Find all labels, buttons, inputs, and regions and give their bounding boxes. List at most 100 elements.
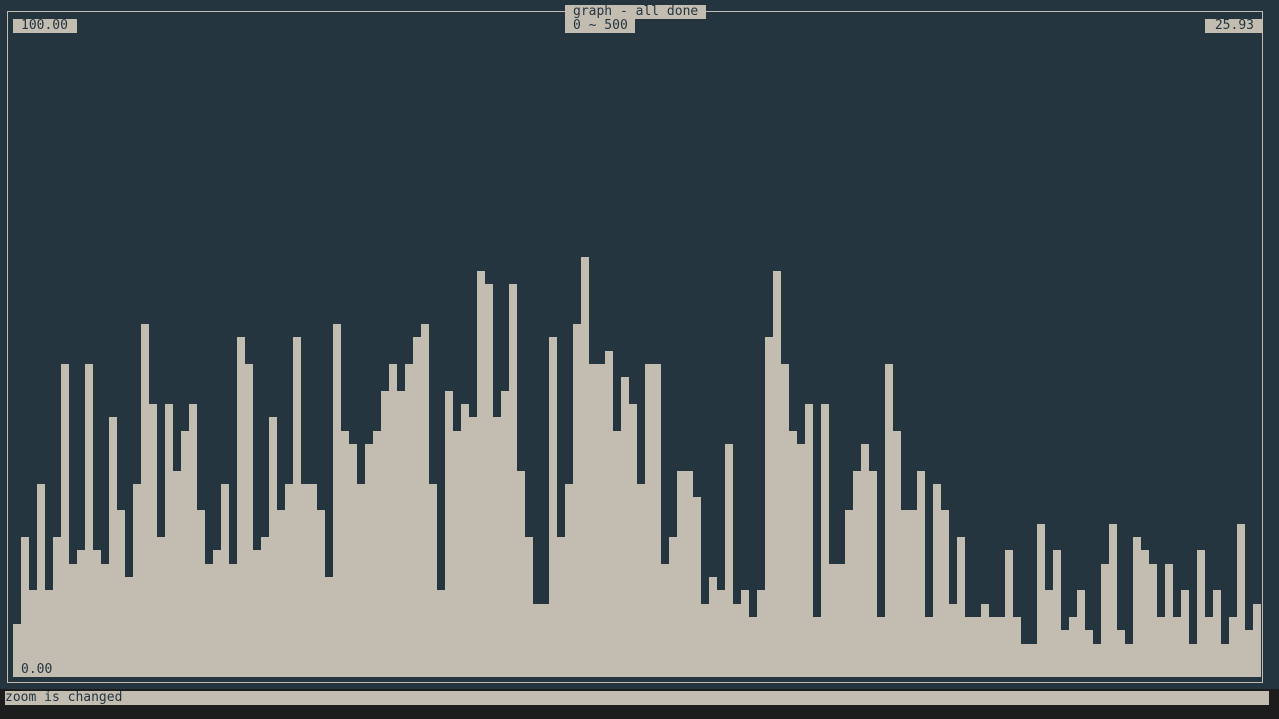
bar <box>381 391 389 677</box>
bar <box>1221 644 1229 677</box>
bar <box>989 617 997 677</box>
bar <box>981 604 989 677</box>
bar <box>677 471 685 677</box>
bar <box>213 550 221 677</box>
bar <box>869 471 877 677</box>
bar <box>829 564 837 677</box>
bar <box>157 537 165 677</box>
bar <box>253 550 261 677</box>
bar <box>485 284 493 677</box>
bar <box>533 604 541 677</box>
bar <box>85 364 93 677</box>
window-title: graph - all done <box>565 5 707 19</box>
bar <box>509 284 517 677</box>
bar <box>1117 630 1125 677</box>
current-value-label: 25.93 <box>1205 19 1262 33</box>
y-max-label: 100.00 <box>13 19 77 33</box>
bar <box>1213 590 1221 677</box>
bar <box>1197 550 1205 677</box>
bar <box>1053 550 1061 677</box>
range-label: 0 ~ 500 <box>565 19 635 33</box>
bar <box>949 604 957 677</box>
bar <box>1013 617 1021 677</box>
bar <box>405 364 413 677</box>
bar <box>1245 630 1253 677</box>
bar <box>1125 644 1133 677</box>
bar <box>1085 630 1093 677</box>
bar <box>709 577 717 677</box>
bar <box>877 617 885 677</box>
bar <box>77 550 85 677</box>
bar <box>941 510 949 677</box>
bar <box>1253 604 1261 677</box>
bar <box>413 337 421 677</box>
bar <box>733 604 741 677</box>
bar <box>181 431 189 677</box>
bar <box>845 510 853 677</box>
bar <box>1037 524 1045 677</box>
bar <box>357 484 365 677</box>
bar <box>45 590 53 677</box>
bar <box>325 577 333 677</box>
bar <box>1069 617 1077 677</box>
bar <box>669 537 677 677</box>
bar <box>293 337 301 677</box>
bar <box>333 324 341 677</box>
bar <box>429 484 437 677</box>
status-bar: zoom is changed <box>5 691 1269 705</box>
bar <box>917 471 925 677</box>
bar <box>1141 550 1149 677</box>
bar <box>549 337 557 677</box>
bar <box>269 417 277 677</box>
bar <box>69 564 77 677</box>
bar <box>1181 590 1189 677</box>
bar <box>813 617 821 677</box>
bar <box>125 577 133 677</box>
bar <box>93 550 101 677</box>
bar <box>557 537 565 677</box>
bar <box>189 404 197 677</box>
bar <box>421 324 429 677</box>
bar <box>965 617 973 677</box>
bar <box>605 351 613 677</box>
bar <box>1205 617 1213 677</box>
bar <box>53 537 61 677</box>
bar <box>613 431 621 677</box>
bar <box>285 484 293 677</box>
bar <box>637 484 645 677</box>
bar <box>541 604 549 677</box>
bar <box>885 364 893 677</box>
bar <box>821 404 829 677</box>
bar <box>1045 590 1053 677</box>
bar <box>773 271 781 677</box>
bar <box>909 510 917 677</box>
bar <box>221 484 229 677</box>
bar <box>973 617 981 677</box>
bar <box>693 497 701 677</box>
bar <box>1157 617 1165 677</box>
bar <box>1149 564 1157 677</box>
bar <box>493 417 501 677</box>
bar <box>173 471 181 677</box>
bar <box>789 431 797 677</box>
bar <box>61 364 69 677</box>
bar <box>1237 524 1245 677</box>
bar <box>757 590 765 677</box>
bar <box>565 484 573 677</box>
bar <box>109 417 117 677</box>
bar <box>893 431 901 677</box>
bar <box>741 590 749 677</box>
bar <box>1101 564 1109 677</box>
bar <box>149 404 157 677</box>
bar <box>29 590 37 677</box>
bar <box>581 257 589 677</box>
bar <box>957 537 965 677</box>
bar <box>781 364 789 677</box>
bar <box>365 444 373 677</box>
bar <box>925 617 933 677</box>
bar <box>229 564 237 677</box>
bar <box>749 617 757 677</box>
bar <box>1133 537 1141 677</box>
bar <box>701 604 709 677</box>
bar <box>301 484 309 677</box>
